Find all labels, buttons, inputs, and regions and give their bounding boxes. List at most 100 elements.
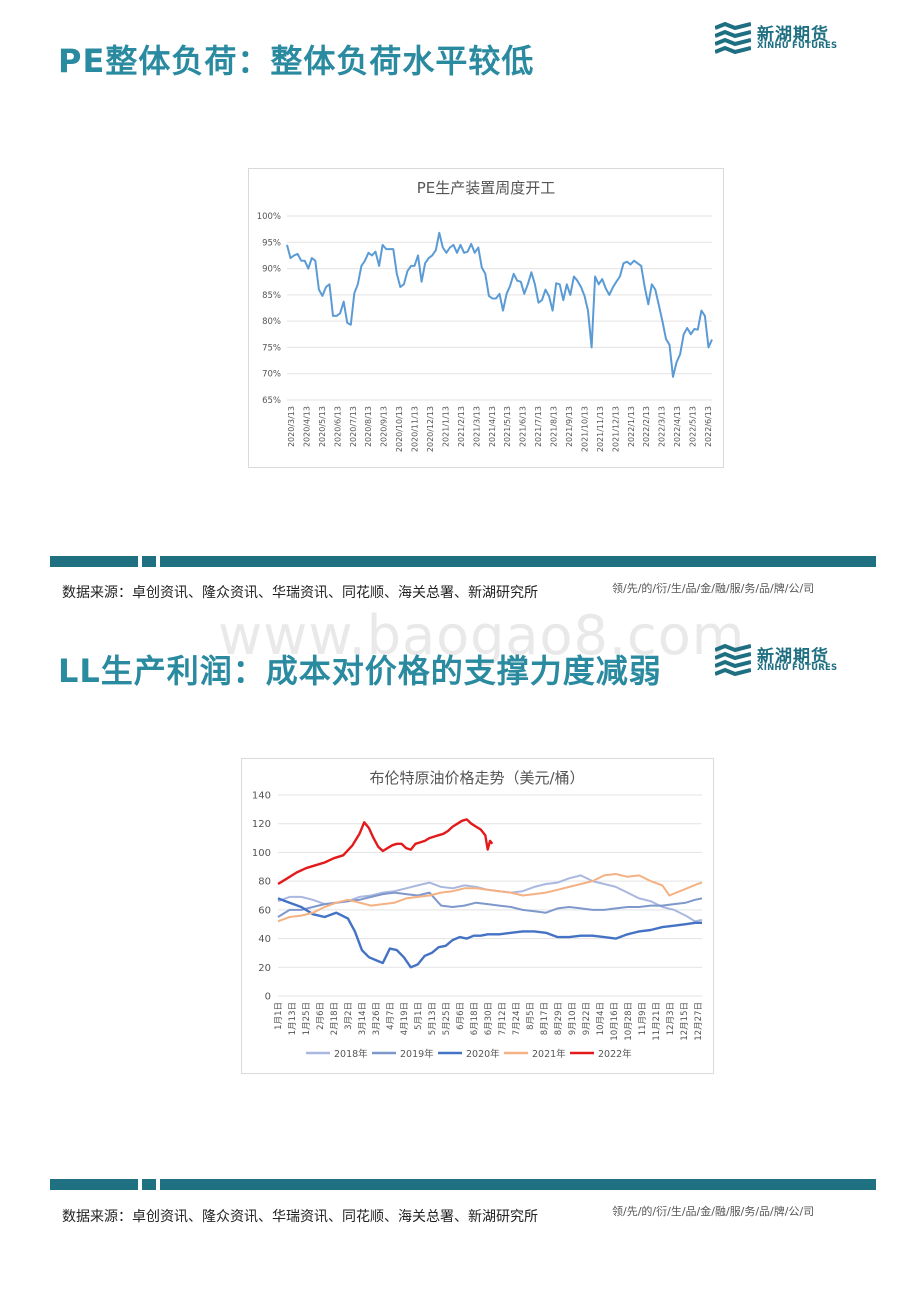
x-tick-label: 2021/1/13 [441, 406, 450, 447]
x-tick-label: 1月25日 [302, 1002, 312, 1035]
x-tick-label: 2020/8/13 [364, 406, 373, 447]
series-line-2020年 [277, 897, 702, 969]
x-tick-label: 12月27日 [694, 1002, 704, 1041]
x-tick-label: 9月10日 [568, 1002, 578, 1035]
x-tick-label: 2021/5/13 [503, 406, 512, 447]
x-tick-label: 2022/6/13 [704, 406, 713, 447]
y-tick-label: 40 [258, 934, 271, 945]
x-tick-label: 2020/3/13 [287, 406, 296, 447]
x-tick-label: 2021/11/13 [596, 406, 605, 452]
legend-label: 2020年 [466, 1048, 500, 1060]
logo-text-en: XINHU FUTURES [757, 663, 838, 673]
y-tick-label: 65% [262, 396, 281, 406]
y-tick-label: 140 [252, 791, 271, 802]
x-tick-label: 2020/5/13 [318, 406, 327, 447]
x-tick-label: 11月21日 [652, 1002, 662, 1041]
legend-label: 2018年 [334, 1048, 368, 1060]
y-tick-label: 100 [252, 848, 271, 859]
y-tick-label: 80 [258, 877, 271, 888]
x-tick-label: 1月13日 [288, 1002, 298, 1035]
series-line-utilization [286, 231, 713, 378]
y-tick-label: 20 [258, 963, 271, 974]
x-tick-label: 2月6日 [316, 1002, 326, 1030]
series-line-2019年 [277, 891, 703, 918]
x-tick-label: 8月5日 [526, 1002, 536, 1030]
x-tick-label: 6月18日 [470, 1002, 480, 1035]
data-source-note: 数据来源：卓创资讯、隆众资讯、华瑞资讯、同花顺、海关总署、新湖研究所 [62, 585, 538, 601]
x-tick-label: 2021/6/13 [519, 406, 528, 447]
x-tick-label: 2020/10/13 [395, 406, 404, 452]
x-tick-label: 10月4日 [596, 1002, 606, 1035]
x-tick-label: 2020/11/13 [411, 406, 420, 452]
chart-title: 布伦特原油价格走势（美元/桶） [369, 769, 584, 787]
wave-logo-icon [715, 644, 751, 676]
x-tick-label: 2020/6/13 [333, 406, 342, 447]
y-tick-label: 60 [258, 905, 271, 916]
x-tick-label: 4月7日 [386, 1002, 396, 1030]
x-tick-label: 2021/12/13 [611, 406, 620, 452]
chart-pe-utilization: PE生产装置周度开工 65% 70% 75% 80% 85% 90% 95% 100% 2020/… [248, 168, 724, 468]
logo-text-en: XINHU FUTURES [757, 41, 838, 51]
x-tick-label: 2020/7/13 [349, 406, 358, 447]
x-tick-label: 2020/9/13 [380, 406, 389, 447]
company-slogan: 领/先/的/衍/生/品/金/融/服/务/品/牌/公/司 [612, 1205, 815, 1218]
x-tick-label: 5月13日 [428, 1002, 438, 1035]
x-tick-label: 5月1日 [414, 1002, 424, 1030]
x-tick-label: 7月12日 [498, 1002, 508, 1035]
y-tick-label: 120 [252, 819, 271, 830]
x-tick-label: 2022/2/13 [642, 406, 651, 447]
y-tick-label: 90% [262, 265, 281, 275]
company-slogan: 领/先/的/衍/生/品/金/融/服/务/品/牌/公/司 [612, 582, 815, 595]
x-tick-label: 2021/9/13 [565, 406, 574, 447]
section-divider [50, 556, 876, 567]
logo-text-cn: 新湖期货 [757, 647, 829, 667]
x-tick-label: 8月29日 [554, 1002, 564, 1035]
x-tick-label: 1月1日 [274, 1002, 284, 1030]
chart-brent-price: 布伦特原油价格走势（美元/桶） 0 20 40 60 80 100 120 140 1月1日 1月1… [241, 758, 714, 1074]
x-tick-label: 5月25日 [442, 1002, 452, 1035]
x-tick-label: 2021/7/13 [534, 406, 543, 447]
chart-brent-price-svg: 布伦特原油价格走势（美元/桶） 0 20 40 60 80 100 120 140 1月1日 1月1… [252, 769, 704, 1060]
x-tick-label: 2月18日 [330, 1002, 340, 1035]
company-logo: 新湖期货 XINHU FUTURES [715, 642, 838, 678]
series-line-2021年 [277, 873, 703, 923]
y-tick-label: 75% [262, 343, 281, 353]
y-tick-label: 70% [262, 370, 281, 380]
company-logo: 新湖期货 XINHU FUTURES [715, 20, 838, 56]
y-tick-label: 80% [262, 317, 281, 327]
chart-title: PE生产装置周度开工 [417, 179, 556, 197]
y-tick-label: 100% [257, 212, 281, 222]
series-line-2022年 [277, 818, 494, 886]
x-tick-label: 2021/3/13 [472, 406, 481, 447]
x-tick-label: 6月6日 [456, 1002, 466, 1030]
y-tick-label: 95% [262, 238, 281, 248]
y-tick-label: 85% [262, 291, 281, 301]
chart-pe-utilization-svg: PE生产装置周度开工 65% 70% 75% 80% 85% 90% 95% 100% 2020/… [257, 179, 713, 452]
x-tick-label: 11月9日 [638, 1002, 648, 1035]
wave-logo-icon [715, 22, 751, 54]
x-tick-label: 2020/4/13 [302, 406, 311, 447]
page-title-ll-profit: LL生产利润：成本对价格的支撑力度减弱 [58, 652, 662, 690]
x-tick-label: 2021/4/13 [488, 406, 497, 447]
legend-label: 2021年 [532, 1048, 566, 1060]
watermark: www.baogao8.com [218, 604, 746, 667]
x-tick-label: 2022/4/13 [673, 406, 682, 447]
logo-text-cn: 新湖期货 [757, 25, 829, 45]
x-tick-label: 12月3日 [666, 1002, 676, 1035]
x-tick-label: 8月17日 [540, 1002, 550, 1035]
x-tick-label: 2021/10/13 [580, 406, 589, 452]
x-tick-label: 12月15日 [680, 1002, 690, 1041]
x-tick-label: 2021/2/13 [457, 406, 466, 447]
legend-label: 2019年 [400, 1048, 434, 1060]
x-tick-label: 2022/1/13 [627, 406, 636, 447]
x-tick-label: 3月14日 [358, 1002, 368, 1035]
x-tick-label: 10月16日 [610, 1002, 620, 1041]
x-tick-label: 7月24日 [512, 1002, 522, 1035]
x-tick-label: 10月28日 [624, 1002, 634, 1041]
section-divider [50, 1179, 876, 1190]
x-tick-label: 2021/8/13 [550, 406, 559, 447]
x-tick-label: 3月2日 [344, 1002, 354, 1030]
x-tick-label: 6月30日 [484, 1002, 494, 1035]
x-tick-label: 3月26日 [372, 1002, 382, 1035]
legend-label: 2022年 [598, 1048, 632, 1060]
